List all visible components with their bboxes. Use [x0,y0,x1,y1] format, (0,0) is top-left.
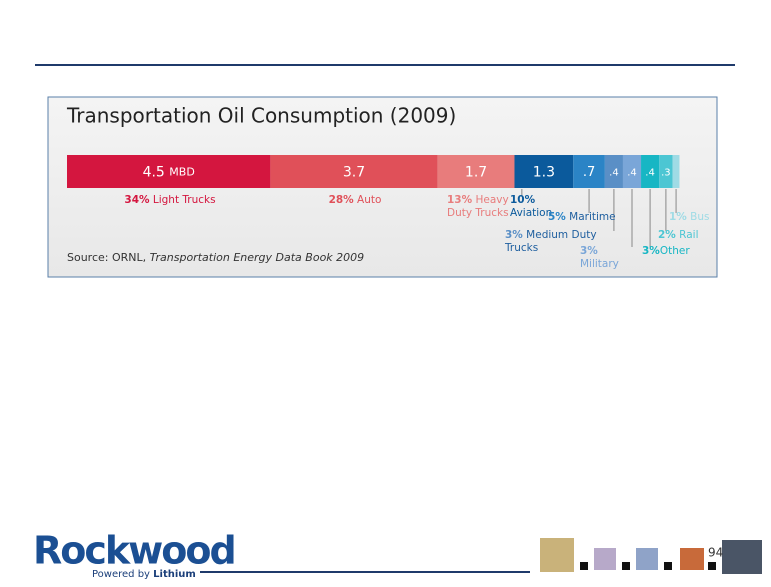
share-label: 3% [642,245,660,257]
source-title: Transportation Energy Data Book 2009 [150,251,365,264]
value-label: .7 [583,165,595,180]
share-label: 10% [510,194,536,206]
bar-group: 4.5 MBD 3.7 1.7 1.3 .7 .4 .4 .4 .3 [67,155,680,188]
logo: Rockwood [33,529,235,573]
value-label: .4 [627,168,637,179]
page-number: 94 [708,546,723,560]
value-label: 3.7 [343,165,365,181]
share-label: 28% [328,194,354,206]
category-name: Rail [679,229,699,241]
category-label: 5% Maritime [548,211,618,224]
value: 1.7 [465,165,487,181]
footer-images [540,538,762,574]
share-label: 2% [658,229,676,241]
bullet [622,562,630,570]
category-name: Aviation [510,207,553,219]
category-label: 3%Other [642,245,702,258]
share-label: 1% [669,211,687,223]
value-label: 1.7 [465,165,487,181]
share-label: 34% [124,194,150,206]
category-name: Auto [357,194,382,206]
image-tile [680,548,704,570]
bar-segment [622,155,642,188]
category-label: 3% Medium Duty Trucks [505,229,625,255]
category-name: Heavy Duty Trucks [447,194,509,219]
bar-segment [659,155,673,188]
value-label: 4.5 MBD [143,165,195,181]
bar-segment [67,155,271,188]
category-label: 10% Aviation [510,194,580,220]
bullet [580,562,588,570]
tagline-brand: Lithium [153,569,196,580]
value-label: .4 [645,168,655,179]
unit: MBD [169,166,195,179]
bar-segment [672,155,680,188]
bar-segment [604,155,623,188]
category-name: Military [580,258,619,270]
bar-segment [270,155,438,188]
share-label: 5% [548,211,566,223]
bar-segment [437,155,515,188]
value: 4.5 [143,165,165,181]
category-name: Bus [690,211,710,223]
value: 3.7 [343,165,365,181]
category-label: 13% Heavy Duty Trucks [447,194,511,220]
source: Source: ORNL, Transportation Energy Data… [67,251,364,264]
image-tile [722,540,762,574]
bar-segment [641,155,660,188]
value: 1.3 [533,165,555,181]
category-name: Other [659,245,690,257]
category-label: 28% Auto [290,194,420,207]
category-name: Medium Duty Trucks [505,229,597,254]
share-label: 3% [505,229,523,241]
bar-segment [514,155,574,188]
bullet [664,562,672,570]
value-label: 1.3 [533,165,555,181]
chart-title: Transportation Oil Consumption (2009) [66,104,456,128]
image-tile [594,548,616,570]
share-label: 3% [580,245,598,257]
value-label: .3 [661,168,671,179]
share-label: 13% [447,194,473,206]
category-name: Maritime [569,211,616,223]
logo-tagline: Powered by Lithium [92,569,196,580]
image-tile [540,538,574,572]
bar-segment [573,155,605,188]
category-name: Light Trucks [152,194,216,206]
category-label: 3% Military [580,245,640,271]
category-label: 34% Light Trucks [100,194,240,207]
category-label: 2% Rail [658,229,708,242]
category-label: 1% Bus [669,211,719,224]
tagline-prefix: Powered by [92,569,150,580]
image-tile [636,548,658,570]
leader-lines [521,189,677,247]
source-prefix: Source: ORNL, [67,251,146,264]
bullet [708,562,716,570]
value-label: .4 [609,168,619,179]
